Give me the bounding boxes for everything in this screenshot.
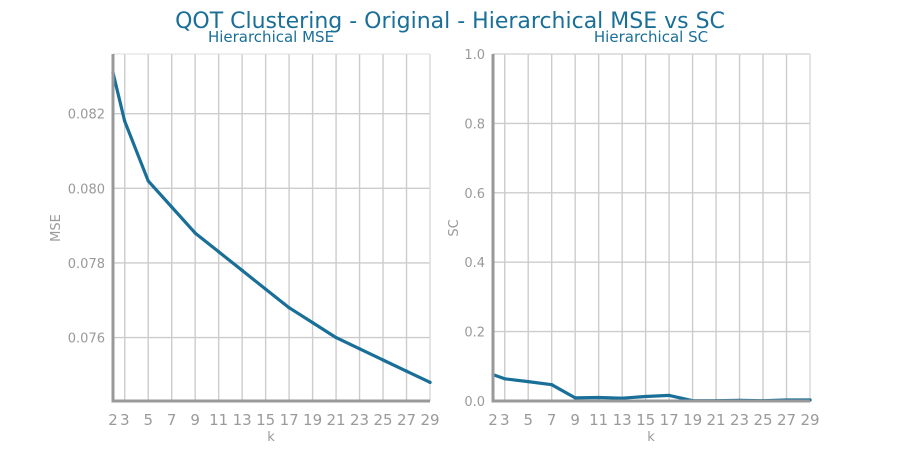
sc-data-point xyxy=(644,394,648,399)
mse-x-tick-label: 9 xyxy=(190,411,200,429)
sc-data-point xyxy=(620,396,624,400)
sc-x-tick-label: 9 xyxy=(570,411,580,429)
mse-data-point xyxy=(264,287,268,291)
sc-y-tick-label: 1.0 xyxy=(464,48,485,63)
mse-data-point xyxy=(334,335,338,340)
sc-data-point xyxy=(667,393,671,398)
mse-y-tick-label: 0.080 xyxy=(68,182,105,197)
mse-panel-title: Hierarchical MSE xyxy=(208,28,334,46)
mse-data-point xyxy=(170,205,174,209)
sc-x-tick-label: 7 xyxy=(547,411,557,429)
mse-data-point xyxy=(404,369,409,373)
mse-x-tick-label: 3 xyxy=(120,411,130,429)
sc-y-tick-label: 0.0 xyxy=(464,395,485,410)
sc-x-tick-label: 11 xyxy=(589,411,608,429)
mse-x-tick-label: 15 xyxy=(256,411,275,429)
mse-data-point xyxy=(217,250,221,254)
sc-x-tick-label: 3 xyxy=(500,411,510,429)
mse-x-tick-label: 11 xyxy=(209,411,228,429)
sc-y-tick-label: 0.8 xyxy=(464,117,485,132)
mse-panel: Hierarchical MSE k MSE 2 3 5 7 9 11 13 15 17 19 21… xyxy=(49,28,440,445)
sc-x-tick-label: 17 xyxy=(660,411,679,429)
mse-y-axis-label: MSE xyxy=(49,214,64,242)
sc-x-tick-label: 27 xyxy=(777,411,796,429)
mse-data-point xyxy=(240,268,244,273)
mse-x-tick-label: 27 xyxy=(397,411,416,429)
sc-x-tick-label: 25 xyxy=(753,411,772,429)
sc-y-tick-label: 0.2 xyxy=(464,326,485,341)
mse-x-tick-label: 7 xyxy=(167,411,177,429)
mse-x-tick-label: 17 xyxy=(280,411,299,429)
sc-y-axis-label: SC xyxy=(447,219,462,236)
mse-data-point xyxy=(357,347,362,351)
sc-y-tick-label: 0.6 xyxy=(464,187,485,202)
mse-y-tick-label: 0.076 xyxy=(68,332,105,347)
mse-x-tick-label: 2 xyxy=(108,411,118,429)
mse-x-tick-label: 29 xyxy=(420,411,439,429)
mse-y-tick-label: 0.078 xyxy=(68,257,105,272)
sc-x-tick-label: 19 xyxy=(683,411,702,429)
mse-data-point xyxy=(381,358,385,362)
mse-data-point xyxy=(428,380,432,384)
mse-x-tick-label: 5 xyxy=(143,411,153,429)
mse-x-tick-label: 25 xyxy=(373,411,392,429)
sc-x-tick-label: 13 xyxy=(613,411,632,429)
sc-y-tick-label: 0.4 xyxy=(464,256,485,271)
mse-data-point xyxy=(193,231,197,235)
sc-data-point xyxy=(503,377,507,381)
sc-data-point xyxy=(597,395,601,400)
sc-x-tick-label: 29 xyxy=(800,411,819,429)
sc-panel-title: Hierarchical SC xyxy=(594,28,708,46)
sc-data-point xyxy=(550,383,554,387)
sc-data-point xyxy=(526,379,530,384)
mse-x-axis-label: k xyxy=(267,430,275,445)
sc-x-tick-label: 2 xyxy=(488,411,498,429)
sc-gridlines xyxy=(492,53,811,402)
mse-x-tick-label: 23 xyxy=(350,411,369,429)
sc-x-axis-label: k xyxy=(647,430,655,445)
sc-x-tick-label: 21 xyxy=(707,411,726,429)
figure-title: QOT Clustering - Original - Hierarchical… xyxy=(175,9,725,34)
sc-panel: Hierarchical SC k SC 2 3 5 7 9 11 13 15 17 19 21 23… xyxy=(447,28,820,445)
mse-x-tick-label: 21 xyxy=(327,411,346,429)
mse-data-point xyxy=(146,179,150,183)
mse-data-point xyxy=(123,119,127,123)
sc-x-tick-label: 23 xyxy=(730,411,749,429)
mse-y-tick-label: 0.082 xyxy=(68,108,105,123)
sc-x-tick-label: 15 xyxy=(636,411,655,429)
mse-gridlines xyxy=(112,54,431,401)
sc-data-point xyxy=(573,396,577,400)
mse-x-tick-label: 13 xyxy=(233,411,252,429)
mse-x-tick-label: 19 xyxy=(303,411,322,429)
mse-data-point xyxy=(287,306,291,310)
sc-x-tick-label: 5 xyxy=(523,411,533,429)
mse-data-point xyxy=(310,321,315,325)
